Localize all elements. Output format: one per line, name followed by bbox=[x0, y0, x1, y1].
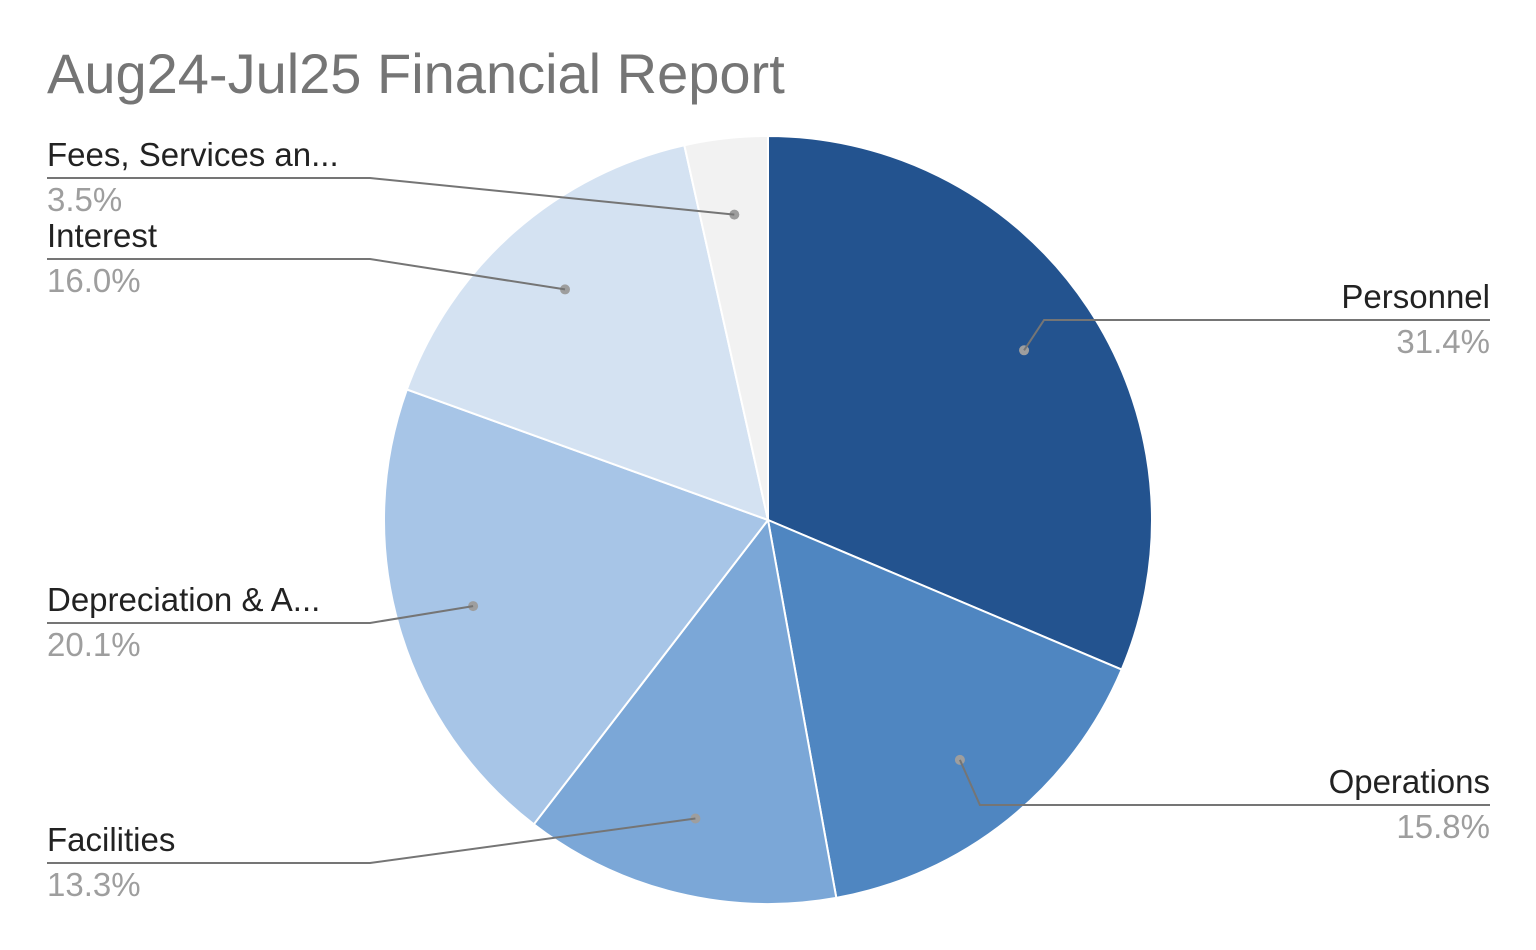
slice-label-facilities: Facilities bbox=[47, 821, 175, 858]
slice-label-fees-services-an: Fees, Services an... bbox=[47, 136, 339, 173]
pie-slices bbox=[383, 134, 1153, 905]
slice-value-fees-services-an: 3.5% bbox=[47, 181, 122, 218]
slice-label-operations: Operations bbox=[1329, 763, 1490, 800]
slice-label-interest: Interest bbox=[47, 217, 157, 254]
pie-slice-interest bbox=[405, 144, 770, 522]
slice-value-interest: 16.0% bbox=[47, 262, 141, 299]
leader-line-interest bbox=[47, 258, 566, 291]
slice-value-depreciation-a: 20.1% bbox=[47, 626, 141, 663]
leader-line-facilities bbox=[47, 817, 696, 864]
pie-slice-operations bbox=[766, 518, 1123, 900]
slice-labels: Personnel 31.4% Operations 15.8% Facilities 1… bbox=[47, 136, 1490, 903]
pie-slice-personnel bbox=[767, 134, 1153, 671]
slice-value-operations: 15.8% bbox=[1396, 808, 1490, 845]
leader-line-operations bbox=[958, 759, 1490, 806]
slice-value-personnel: 31.4% bbox=[1396, 323, 1490, 360]
slice-label-depreciation-a: Depreciation & A... bbox=[47, 581, 320, 618]
pie-slice-depreciation-a bbox=[383, 388, 770, 826]
leader-line-depreciation-a bbox=[47, 605, 474, 624]
slice-label-personnel: Personnel bbox=[1341, 278, 1490, 315]
slice-value-facilities: 13.3% bbox=[47, 866, 141, 903]
leader-line-fees-services-an bbox=[47, 177, 735, 216]
pie-slice-facilities bbox=[532, 517, 838, 905]
pie-slice-fees-services-an bbox=[683, 134, 769, 521]
leader-line-personnel bbox=[1023, 319, 1490, 351]
chart-title: Aug24-Jul25 Financial Report bbox=[47, 42, 785, 105]
